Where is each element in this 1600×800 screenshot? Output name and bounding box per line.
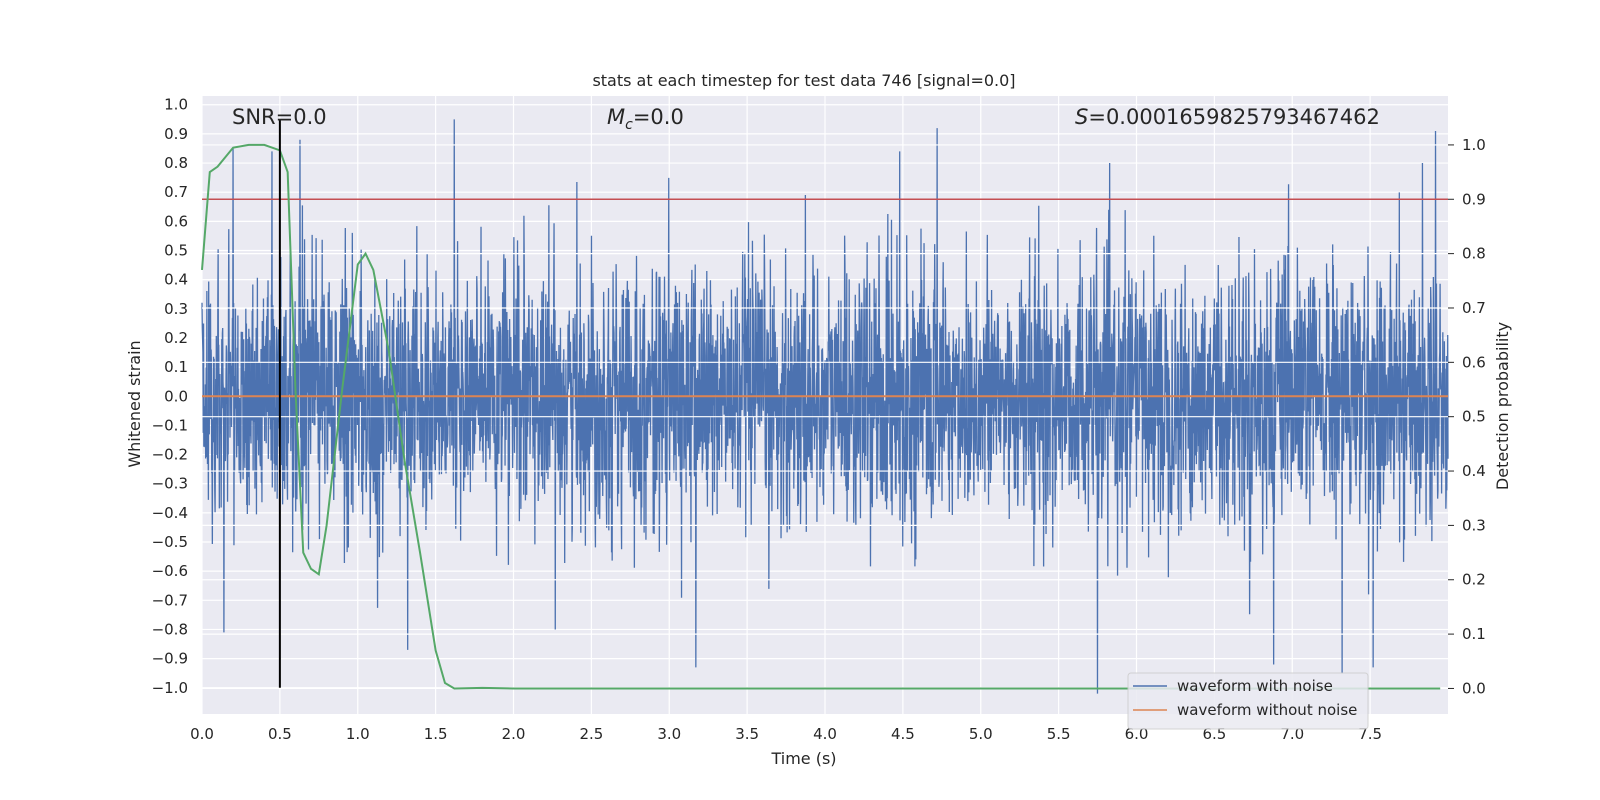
x-tick-label: 1.5 [424,725,448,743]
left-tick-label: 0.0 [164,387,188,405]
left-tick-label: 0.6 [164,212,188,230]
right-tick-label: 0.2 [1462,571,1486,589]
x-tick-label: 0.5 [268,725,292,743]
left-axis-ticks: 1.0 0.9 0.8 0.7 0.6 0.5 0.4 0.3 0.2 0.1 0.0 −0.1 −0.… [152,96,188,697]
x-axis-label: Time (s) [770,749,836,768]
left-tick-label: 1.0 [164,96,188,114]
legend: waveform with noise waveform without noi… [1127,672,1369,730]
x-tick-label: 5.0 [969,725,993,743]
left-tick-label: 0.5 [164,242,188,260]
noise-series [201,119,1449,694]
left-tick-label: 0.8 [164,154,188,172]
left-tick-label: −0.5 [152,533,188,551]
left-tick-label: −0.3 [152,475,188,493]
detection-probability-line [201,143,1441,690]
left-tick-label: −0.8 [152,620,188,638]
right-tick-label: 0.0 [1462,679,1486,697]
legend-label-noise: waveform with noise [1177,677,1333,695]
x-tick-label: 2.5 [579,725,603,743]
legend-label-clean: waveform without noise [1177,701,1357,719]
right-tick-label: 0.8 [1462,245,1486,263]
left-tick-label: −0.1 [152,416,188,434]
snr-annotation: SNR=0.0 [232,105,327,129]
x-tick-label: 3.5 [735,725,759,743]
left-tick-label: −0.2 [152,446,188,464]
left-tick-label: 0.1 [164,358,188,376]
right-tick-label: 0.5 [1462,408,1486,426]
left-tick-label: −0.7 [152,591,188,609]
right-axis-ticks: 1.0 0.9 0.8 0.7 0.6 0.5 0.4 0.3 0.2 0.1 0.0 [1448,136,1486,697]
x-tick-label: 5.5 [1047,725,1071,743]
chirp-mass-annotation: Mc=0.0 [607,105,684,133]
left-tick-label: 0.3 [164,300,188,318]
line-layer [201,119,1448,690]
x-tick-label: 2.0 [502,725,526,743]
left-tick-label: 0.2 [164,329,188,347]
significance-annotation: S=0.0001659825793467462 [1075,105,1380,129]
right-tick-label: 0.9 [1462,190,1486,208]
x-tick-label: 4.5 [891,725,915,743]
noise-waveform-line [201,119,1449,694]
left-tick-label: −0.4 [152,504,188,522]
left-tick-label: 0.7 [164,183,188,201]
x-tick-label: 1.0 [346,725,370,743]
right-tick-label: 0.1 [1462,625,1486,643]
right-tick-label: 0.4 [1462,462,1486,480]
legend-box [1127,672,1369,730]
left-tick-label: −0.9 [152,650,188,668]
left-tick-label: −0.6 [152,562,188,580]
left-tick-label: 0.9 [164,125,188,143]
right-tick-label: 0.7 [1462,299,1486,317]
right-tick-label: 0.6 [1462,353,1486,371]
left-tick-label: 0.4 [164,271,188,289]
left-axis-label: Whitened strain [125,340,144,467]
chart-title: stats at each timestep for test data 746… [592,71,1015,90]
x-tick-label: 4.0 [813,725,837,743]
right-tick-label: 0.3 [1462,516,1486,534]
x-tick-label: 0.0 [190,725,214,743]
left-tick-label: −1.0 [152,679,188,697]
right-tick-label: 1.0 [1462,136,1486,154]
x-tick-label: 3.0 [657,725,681,743]
right-axis-label: Detection probability [1493,322,1512,490]
